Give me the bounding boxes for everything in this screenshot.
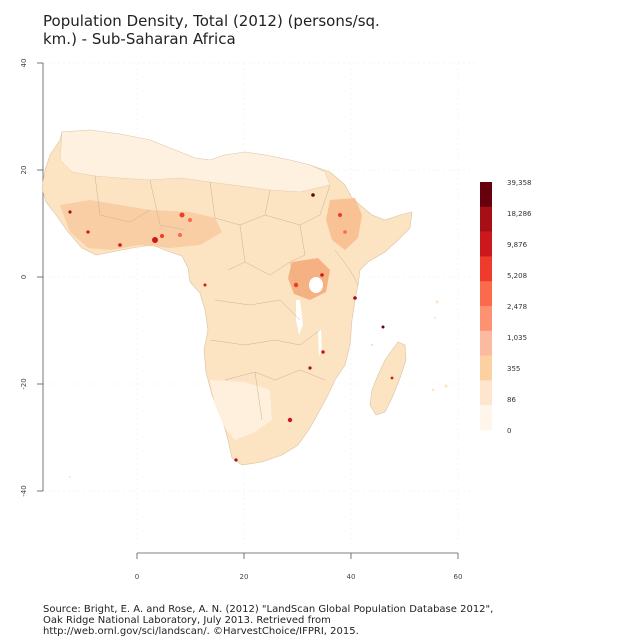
x-tick-label: 40: [347, 573, 356, 581]
legend-label: 18,286: [507, 210, 532, 218]
sahel-dense-band: [60, 200, 222, 250]
legend-label: 0: [507, 427, 511, 435]
y-tick-label: 0: [20, 275, 28, 279]
southern-arid-region: [210, 380, 272, 440]
x-axis: [136, 552, 459, 559]
source-line-1: Source: Bright, E. A. and Rose, A. N. (2…: [43, 604, 494, 615]
y-axis: [37, 62, 44, 492]
y-tick-label: 40: [20, 59, 28, 68]
y-tick-label: -20: [20, 378, 28, 389]
legend-label: 86: [507, 396, 516, 404]
x-tick-label: 20: [240, 573, 249, 581]
ethiopia-highlands: [326, 198, 362, 250]
y-tick-label: 20: [20, 166, 28, 175]
y-tick-label: -40: [20, 485, 28, 496]
x-tick-label: 0: [135, 573, 139, 581]
source-line-3: http://web.ornl.gov/sci/landscan/. ©Harv…: [43, 626, 359, 637]
legend-swatch: [480, 231, 492, 257]
legend-swatch: [480, 182, 492, 208]
legend-label: 355: [507, 365, 520, 373]
africa-landmass: [41, 129, 448, 478]
legend-swatch: [480, 355, 492, 381]
legend-swatch: [480, 380, 492, 406]
lake-tanganyika: [296, 300, 303, 335]
islands: [69, 300, 448, 478]
x-tick-label: 60: [454, 573, 463, 581]
legend-label: 9,876: [507, 241, 528, 249]
legend-label: 1,035: [507, 334, 527, 342]
lake-malawi: [318, 330, 322, 356]
legend-swatch: [480, 306, 492, 332]
madagascar-shape: [369, 341, 407, 416]
legend-swatch: [480, 281, 492, 307]
title-line-2: km.) - Sub-Saharan Africa: [43, 30, 236, 48]
legend-label: 39,358: [507, 179, 532, 187]
legend: 39,358 18,286 9,876 5,208 2,478 1,035 35…: [480, 179, 532, 435]
legend-swatch: [480, 206, 492, 232]
legend-swatches: [480, 182, 492, 431]
legend-label: 2,478: [507, 303, 527, 311]
map-title: Population Density, Total (2012) (person…: [43, 12, 423, 48]
sahara-region: [59, 129, 331, 193]
legend-swatch: [480, 405, 492, 431]
source-line-2: Oak Ridge National Laboratory, July 2013…: [43, 615, 331, 626]
source-note: Source: Bright, E. A. and Rose, A. N. (2…: [43, 604, 513, 637]
title-line-1: Population Density, Total (2012) (person…: [43, 12, 380, 30]
legend-swatch: [480, 330, 492, 356]
country-borders: [94, 175, 359, 421]
legend-swatch: [480, 256, 492, 282]
density-hotspots: [68, 193, 394, 462]
lake-victoria: [309, 277, 323, 293]
legend-label: 5,208: [507, 272, 527, 280]
